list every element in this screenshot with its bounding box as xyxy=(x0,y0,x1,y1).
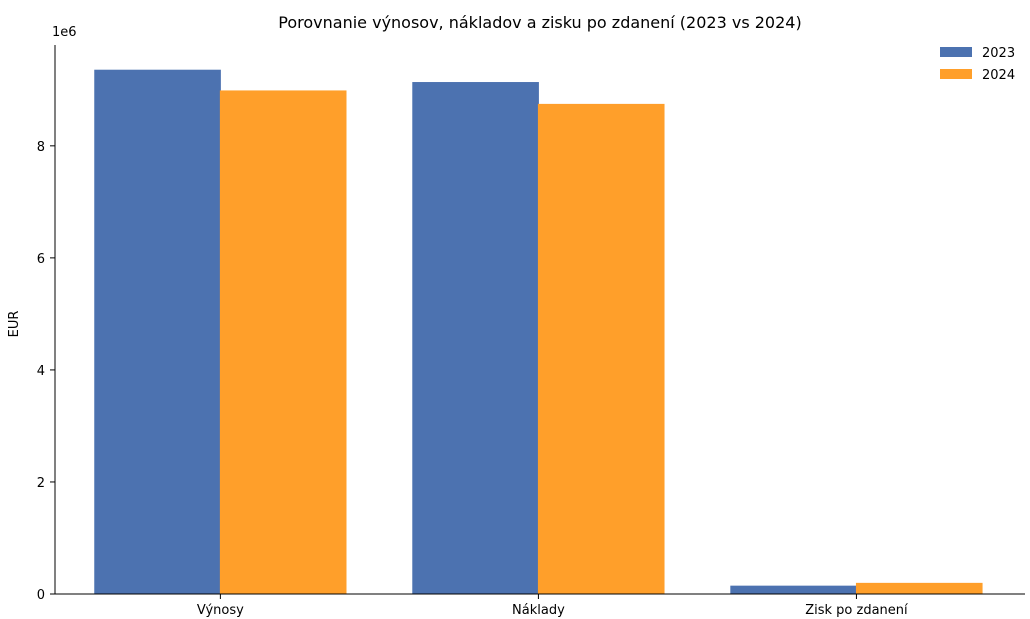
y-tick-label: 6 xyxy=(37,252,45,267)
bar-2023-0 xyxy=(94,69,221,595)
bar-groups xyxy=(94,69,983,595)
bar-2023-1 xyxy=(412,82,539,595)
y-tick-label: 2 xyxy=(37,476,45,491)
legend: 2023 2024 xyxy=(940,46,1015,83)
y-tick-label: 8 xyxy=(37,140,45,155)
bar-2024-0 xyxy=(219,90,347,595)
bar-2024-2 xyxy=(855,582,983,595)
x-axis-ticks: Výnosy Náklady Zisk po zdanení xyxy=(197,594,908,618)
legend-swatch-2023 xyxy=(940,47,972,57)
legend-swatch-2024 xyxy=(940,69,972,79)
chart-title: Porovnanie výnosov, nákladov a zisku po … xyxy=(278,13,801,32)
y-axis-ticks: 0 2 4 6 8 xyxy=(37,140,55,603)
bar-2024-1 xyxy=(537,103,665,595)
legend-label-2023: 2023 xyxy=(982,46,1015,61)
legend-label-2024: 2024 xyxy=(982,68,1015,83)
x-tick-label: Náklady xyxy=(512,603,565,618)
bar-2023-2 xyxy=(730,585,857,595)
y-tick-label: 4 xyxy=(37,364,45,379)
y-axis-label: EUR xyxy=(7,311,22,338)
y-tick-label: 0 xyxy=(37,588,45,603)
x-tick-label: Výnosy xyxy=(197,603,244,618)
y-axis-offset-label: 1e6 xyxy=(52,25,77,40)
x-tick-label: Zisk po zdanení xyxy=(805,603,908,618)
